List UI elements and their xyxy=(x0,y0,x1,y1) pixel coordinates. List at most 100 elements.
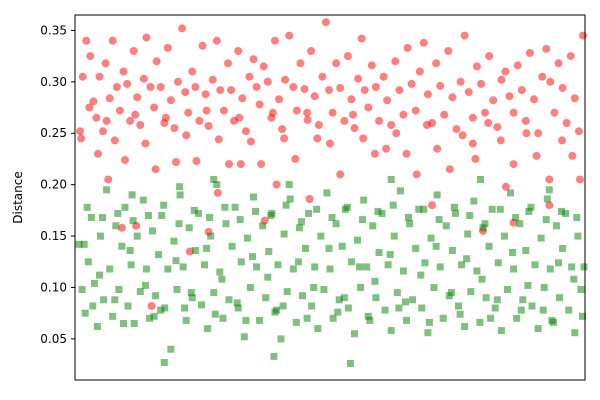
square-point xyxy=(218,275,226,283)
square-point xyxy=(299,292,306,300)
circle-point xyxy=(568,151,577,160)
circle-point xyxy=(303,115,312,124)
square-point xyxy=(531,261,539,269)
square-point xyxy=(485,242,493,250)
circle-point xyxy=(415,67,424,76)
circle-point xyxy=(448,93,457,102)
circle-point xyxy=(146,83,155,91)
circle-point xyxy=(252,83,261,91)
square-point xyxy=(409,296,417,304)
square-point xyxy=(487,314,495,322)
circle-point xyxy=(224,59,232,68)
circle-point xyxy=(332,59,341,68)
circle-point xyxy=(255,100,264,109)
circle-point xyxy=(517,86,526,95)
square-point xyxy=(250,193,257,201)
circle-point xyxy=(360,86,369,95)
square-point xyxy=(504,286,511,293)
square-point xyxy=(280,230,288,238)
square-point xyxy=(256,316,264,324)
square-point xyxy=(201,261,208,269)
circle-point xyxy=(423,90,432,99)
square-point xyxy=(476,318,484,326)
square-point xyxy=(311,263,319,271)
square-point xyxy=(507,189,514,197)
square-point xyxy=(491,304,499,312)
square-point xyxy=(242,316,250,324)
circle-point xyxy=(359,134,368,143)
square-point xyxy=(160,201,168,209)
square-point xyxy=(450,203,458,211)
circle-point xyxy=(432,59,441,68)
square-point xyxy=(87,214,95,221)
circle-point xyxy=(208,75,217,84)
square-point xyxy=(249,253,256,261)
square-point xyxy=(203,244,211,252)
square-point xyxy=(219,314,227,322)
circle-point xyxy=(236,160,245,169)
square-point xyxy=(295,224,303,232)
circle-point xyxy=(182,131,191,140)
square-point xyxy=(243,234,251,242)
square-point xyxy=(136,288,144,296)
square-point xyxy=(99,214,106,221)
square-point xyxy=(344,304,352,312)
square-point xyxy=(577,286,585,293)
square-point xyxy=(210,176,218,183)
square-point xyxy=(456,310,464,318)
square-point xyxy=(525,207,533,215)
square-point xyxy=(467,288,475,296)
square-point xyxy=(240,333,248,341)
square-point xyxy=(481,220,489,228)
square-point xyxy=(190,206,198,214)
square-point xyxy=(436,263,444,271)
circle-point xyxy=(318,72,327,81)
circle-point xyxy=(219,106,228,115)
circle-point xyxy=(562,119,571,127)
square-point xyxy=(264,273,272,281)
square-point xyxy=(149,227,156,235)
square-point xyxy=(387,327,395,335)
square-point xyxy=(399,267,407,275)
circle-point xyxy=(307,47,316,55)
square-point xyxy=(252,207,259,215)
square-point xyxy=(562,209,570,217)
circle-point xyxy=(195,116,204,125)
circle-point xyxy=(285,31,294,40)
circle-point xyxy=(78,72,87,81)
square-point xyxy=(424,329,432,337)
circle-point xyxy=(407,79,416,88)
circle-point xyxy=(379,72,388,81)
square-point xyxy=(363,263,371,271)
circle-point xyxy=(99,127,107,136)
circle-point xyxy=(142,33,151,42)
square-point xyxy=(540,284,548,291)
square-point xyxy=(351,330,358,338)
square-point xyxy=(124,302,132,310)
circle-point xyxy=(575,175,584,184)
circle-point xyxy=(428,201,436,210)
square-point xyxy=(170,237,178,245)
square-point xyxy=(447,289,455,297)
circle-point xyxy=(566,52,575,61)
circle-point xyxy=(542,44,551,53)
square-point xyxy=(323,189,331,197)
circle-point xyxy=(468,113,477,122)
circle-point xyxy=(350,124,359,133)
square-point xyxy=(369,222,377,230)
square-point xyxy=(558,207,565,215)
circle-point xyxy=(501,182,510,191)
circle-point xyxy=(456,77,465,86)
circle-point xyxy=(76,127,85,136)
circle-point xyxy=(525,49,534,57)
circle-point xyxy=(133,93,142,102)
square-point xyxy=(158,212,166,219)
square-point xyxy=(390,232,398,240)
circle-point xyxy=(170,124,179,133)
square-point xyxy=(103,186,111,194)
square-point xyxy=(406,220,414,228)
square-point xyxy=(545,186,553,194)
y-tick-label: 0.35 xyxy=(40,23,67,37)
circle-point xyxy=(452,125,461,134)
square-point xyxy=(112,222,120,230)
